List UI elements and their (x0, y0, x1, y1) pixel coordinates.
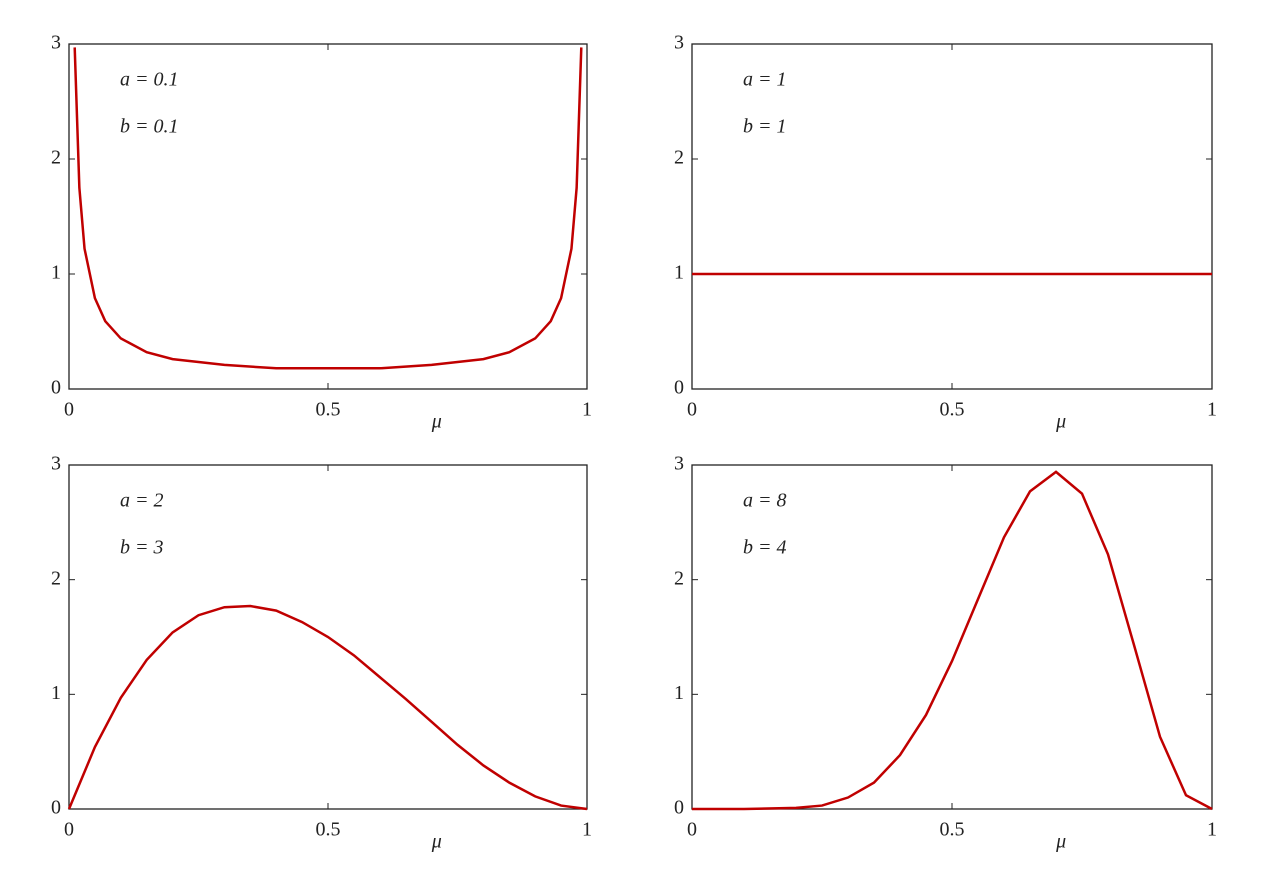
x-tick-label: 1 (1207, 399, 1217, 421)
annotation: b = 3 (120, 537, 164, 559)
x-tick-label: 0 (687, 399, 697, 421)
y-tick-label: 0 (674, 377, 684, 399)
y-tick-label: 2 (674, 567, 684, 589)
x-axis-label: μ (431, 411, 442, 433)
y-tick-label: 1 (674, 262, 684, 284)
y-tick-label: 2 (51, 147, 61, 169)
y-tick-label: 0 (51, 797, 61, 819)
x-axis-label: μ (431, 831, 442, 853)
x-axis-label: μ (1055, 831, 1066, 853)
plot-frame (691, 464, 1213, 810)
x-tick-label: 1 (1207, 819, 1217, 841)
x-tick-label: 0.5 (316, 399, 341, 421)
y-tick-label: 1 (51, 262, 61, 284)
y-tick-label: 1 (674, 682, 684, 704)
x-tick-label: 1 (582, 399, 592, 421)
x-tick-label: 1 (582, 819, 592, 841)
annotation: b = 0.1 (120, 116, 179, 138)
curve (73, 47, 583, 370)
plot-frame (68, 43, 588, 390)
y-tick-label: 1 (51, 682, 61, 704)
y-tick-label: 2 (674, 147, 684, 169)
y-tick-label: 3 (674, 453, 684, 475)
x-tick-label: 0.5 (940, 399, 965, 421)
x-tick-label: 0 (64, 819, 74, 841)
annotation: b = 4 (743, 537, 787, 559)
y-tick-label: 0 (674, 797, 684, 819)
x-tick-label: 0.5 (940, 819, 965, 841)
y-tick-label: 2 (51, 567, 61, 589)
annotation: a = 8 (743, 490, 787, 512)
annotation: a = 0.1 (120, 69, 179, 91)
y-tick-label: 3 (51, 453, 61, 475)
annotation: a = 1 (743, 69, 787, 91)
x-tick-label: 0 (687, 819, 697, 841)
annotation: b = 1 (743, 116, 787, 138)
curve (692, 470, 1213, 811)
x-axis-label: μ (1055, 411, 1066, 433)
y-tick-label: 3 (51, 32, 61, 54)
y-tick-label: 3 (674, 32, 684, 54)
annotation: a = 2 (120, 490, 164, 512)
x-tick-label: 0.5 (316, 819, 341, 841)
x-tick-label: 0 (64, 399, 74, 421)
y-tick-label: 0 (51, 377, 61, 399)
curve (67, 604, 588, 811)
plot-frame (691, 43, 1213, 390)
